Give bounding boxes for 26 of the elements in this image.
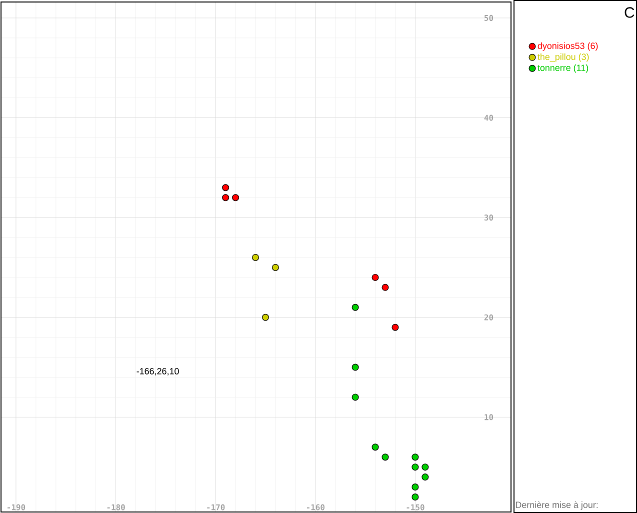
point bbox=[422, 474, 429, 481]
point bbox=[252, 254, 260, 261]
point bbox=[382, 284, 389, 291]
point bbox=[392, 324, 399, 331]
point bbox=[412, 454, 419, 461]
point bbox=[222, 184, 230, 192]
point bbox=[262, 314, 269, 321]
point bbox=[412, 494, 419, 501]
point bbox=[372, 274, 379, 281]
point bbox=[272, 264, 279, 271]
point bbox=[352, 394, 359, 401]
point bbox=[232, 194, 240, 202]
legend-label: dyonisios53 (6) bbox=[538, 42, 598, 51]
point bbox=[382, 454, 389, 461]
point bbox=[352, 364, 359, 371]
point bbox=[422, 464, 429, 471]
point bbox=[222, 194, 230, 202]
point bbox=[352, 304, 359, 311]
text: Dernière mise à jour: bbox=[516, 501, 598, 510]
point bbox=[372, 444, 379, 451]
text: C bbox=[624, 7, 634, 18]
point bbox=[412, 484, 419, 491]
legend-label: tonnerre (11) bbox=[538, 64, 588, 73]
annotation: -166,26,10 bbox=[136, 368, 179, 376]
point bbox=[412, 464, 419, 471]
legend-label: the_pillou (3) bbox=[538, 53, 589, 62]
